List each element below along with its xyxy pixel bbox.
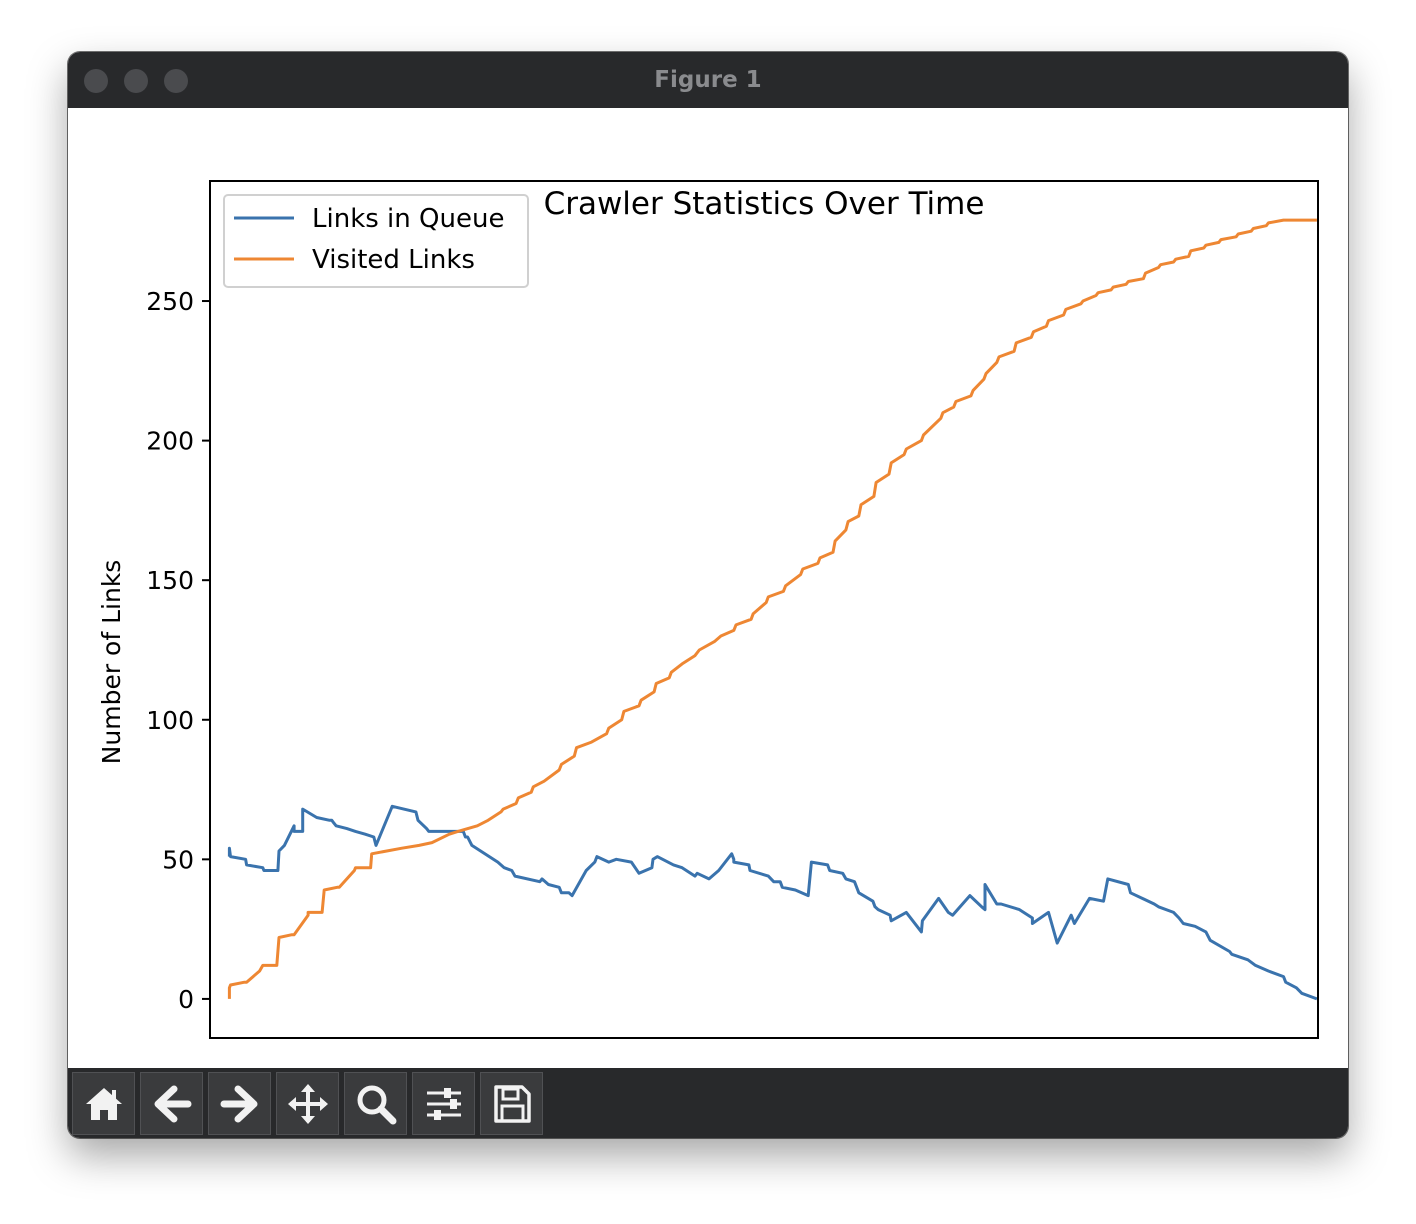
y-axis-label: Number of Links bbox=[97, 560, 126, 765]
plot-area-frame bbox=[209, 180, 1319, 1039]
figure-window: Figure 1 Crawler Statistics Over Time Nu… bbox=[68, 52, 1348, 1138]
back-button[interactable] bbox=[140, 1072, 203, 1135]
title-bar: Figure 1 bbox=[68, 52, 1348, 109]
forward-arrow-icon bbox=[220, 1085, 257, 1122]
legend: Links in Queue Visited Links bbox=[223, 194, 529, 288]
configure-subplots-button[interactable] bbox=[412, 1072, 475, 1135]
figure-canvas[interactable]: Crawler Statistics Over Time Number of L… bbox=[68, 108, 1348, 1068]
minimize-window-button[interactable] bbox=[124, 69, 148, 93]
save-button[interactable] bbox=[480, 1072, 543, 1135]
home-button[interactable] bbox=[72, 1072, 135, 1135]
zoom-magnifier-icon bbox=[357, 1085, 396, 1124]
forward-button[interactable] bbox=[208, 1072, 271, 1135]
navigation-toolbar bbox=[68, 1068, 1348, 1138]
legend-label-links-in-queue: Links in Queue bbox=[312, 204, 504, 234]
y-tick-label: 200 bbox=[146, 427, 194, 456]
close-window-button[interactable] bbox=[84, 69, 108, 93]
legend-box bbox=[223, 194, 529, 288]
chart-title: Crawler Statistics Over Time bbox=[544, 186, 985, 222]
zoom-button[interactable] bbox=[344, 1072, 407, 1135]
y-tick-label: 100 bbox=[146, 706, 194, 735]
series-line-links-in-queue bbox=[227, 804, 1318, 1001]
pan-move-icon bbox=[287, 1083, 328, 1124]
series-line-visited-links bbox=[227, 218, 1317, 999]
legend-label-visited-links: Visited Links bbox=[312, 245, 475, 275]
pan-button[interactable] bbox=[276, 1072, 339, 1135]
zoom-window-button[interactable] bbox=[164, 69, 188, 93]
save-floppy-icon bbox=[493, 1084, 531, 1123]
window-title: Figure 1 bbox=[654, 67, 762, 93]
y-tick-label: 50 bbox=[162, 845, 194, 874]
home-icon bbox=[85, 1087, 122, 1120]
y-tick-label: 150 bbox=[146, 566, 194, 595]
subplots-config-icon bbox=[426, 1087, 461, 1120]
chart: Crawler Statistics Over Time Number of L… bbox=[97, 180, 1319, 1039]
back-arrow-icon bbox=[154, 1085, 191, 1122]
y-tick-label: 250 bbox=[146, 287, 194, 316]
y-tick-label: 0 bbox=[178, 985, 194, 1014]
